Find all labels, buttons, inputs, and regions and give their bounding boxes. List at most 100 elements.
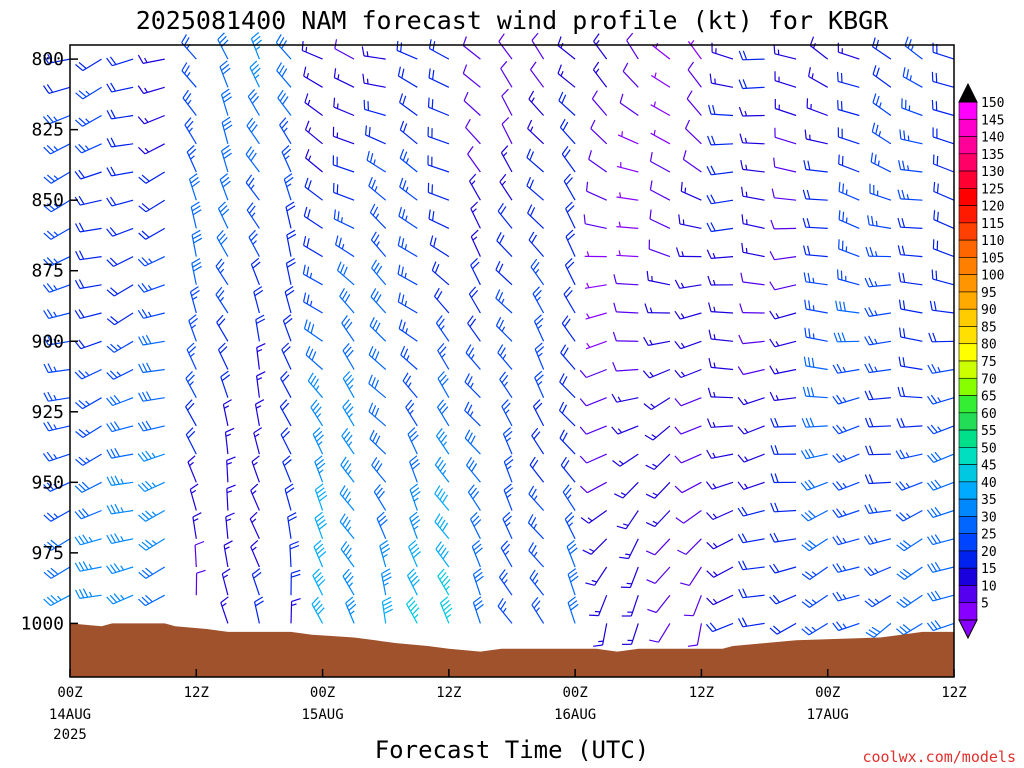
- wind-barb: [216, 314, 229, 342]
- wind-barb: [709, 73, 734, 88]
- wind-barb: [864, 594, 892, 608]
- wind-barb: [313, 539, 327, 568]
- wind-barb: [74, 534, 102, 546]
- wind-barb: [399, 93, 418, 116]
- wind-barb: [363, 99, 386, 117]
- x-axis-label: Forecast Time (UTC): [375, 736, 650, 764]
- colorbar-swatch: [958, 170, 978, 189]
- wind-barb: [801, 622, 829, 636]
- wind-barb: [674, 279, 702, 289]
- wind-barb: [74, 561, 102, 572]
- wind-barb: [217, 32, 229, 60]
- wind-barb: [188, 173, 200, 201]
- wind-barb: [872, 93, 892, 116]
- wind-barb: [932, 154, 955, 173]
- wind-barb: [622, 62, 639, 88]
- wind-barb: [649, 180, 671, 201]
- wind-barb: [530, 61, 545, 88]
- wind-barb: [864, 277, 891, 288]
- wind-barb: [499, 371, 513, 399]
- wind-barb: [649, 209, 671, 229]
- wind-barb: [707, 275, 734, 286]
- wind-barb: [369, 317, 387, 342]
- wind-barb: [74, 279, 102, 290]
- wind-barb: [434, 456, 450, 483]
- wind-barb: [687, 61, 702, 88]
- wind-barb: [774, 99, 797, 117]
- wind-barb: [43, 594, 71, 607]
- wind-barb: [528, 542, 545, 568]
- wind-barb: [802, 217, 828, 229]
- wind-barb: [674, 397, 702, 407]
- wind-barb: [42, 283, 71, 293]
- x-tick-label: 00Z: [562, 685, 587, 701]
- wind-barb: [864, 390, 891, 401]
- colorbar-swatch: [958, 585, 978, 604]
- wind-barb: [43, 84, 71, 94]
- wind-barb: [501, 88, 513, 116]
- wind-barb: [932, 239, 955, 258]
- wind-barb: [247, 89, 260, 116]
- wind-barb: [185, 399, 197, 427]
- wind-barb: [106, 394, 134, 407]
- wind-barb: [310, 399, 324, 427]
- colorbar-swatch: [958, 550, 978, 569]
- wind-barb: [562, 484, 576, 511]
- wind-barb: [832, 621, 860, 632]
- colorbar-label: 35: [981, 493, 997, 508]
- wind-barb: [185, 427, 197, 455]
- colorbar-label: 135: [981, 148, 1004, 163]
- wind-barb: [500, 540, 513, 568]
- wind-barb: [899, 129, 923, 145]
- wind-barb: [428, 39, 450, 60]
- wind-barb: [366, 150, 387, 173]
- colorbar-label: 60: [981, 407, 997, 422]
- wind-barb: [560, 344, 576, 370]
- wind-barb: [106, 56, 134, 67]
- wind-barb: [864, 417, 891, 428]
- wind-barb: [365, 125, 386, 145]
- wind-barb: [246, 202, 260, 229]
- wind-barb: [138, 566, 166, 579]
- wind-barb: [429, 235, 450, 258]
- wind-barb: [706, 165, 734, 176]
- wind-barb: [462, 64, 481, 88]
- wind-barb: [75, 86, 102, 100]
- wind-barb: [621, 595, 639, 617]
- wind-barb: [471, 539, 483, 568]
- wind-barb: [674, 453, 702, 464]
- wind-barb: [770, 502, 797, 513]
- wind-barb: [927, 534, 955, 546]
- wind-barb: [737, 617, 765, 628]
- plot-frame: [69, 44, 955, 678]
- wind-barb: [527, 204, 545, 229]
- wind-barb: [928, 332, 955, 343]
- wind-barb: [379, 540, 391, 568]
- colorbar-label: 55: [981, 424, 997, 439]
- wind-barb: [896, 622, 923, 636]
- wind-barb: [740, 272, 765, 286]
- wind-barb: [284, 483, 295, 511]
- wind-barb: [303, 235, 323, 258]
- wind-barb: [74, 368, 102, 380]
- wind-barb: [221, 144, 232, 173]
- wind-barb: [800, 448, 828, 460]
- wind-barb: [645, 481, 671, 499]
- wind-barb: [588, 150, 608, 173]
- wind-barb: [74, 309, 102, 319]
- wind-barb: [706, 194, 734, 205]
- wind-barb: [189, 286, 200, 314]
- colorbar-swatch: [958, 567, 978, 586]
- wind-barb: [899, 327, 923, 342]
- wind-barb: [181, 62, 197, 88]
- wind-barb: [564, 511, 576, 540]
- wind-barb: [369, 429, 387, 455]
- wind-barb: [250, 32, 262, 60]
- x-tick-date: 15AUG: [301, 707, 343, 723]
- y-tick-label: 850: [31, 190, 64, 211]
- wind-barb: [225, 512, 235, 539]
- wind-barb: [138, 334, 165, 346]
- wind-barb: [253, 286, 264, 314]
- wind-barb: [838, 154, 860, 173]
